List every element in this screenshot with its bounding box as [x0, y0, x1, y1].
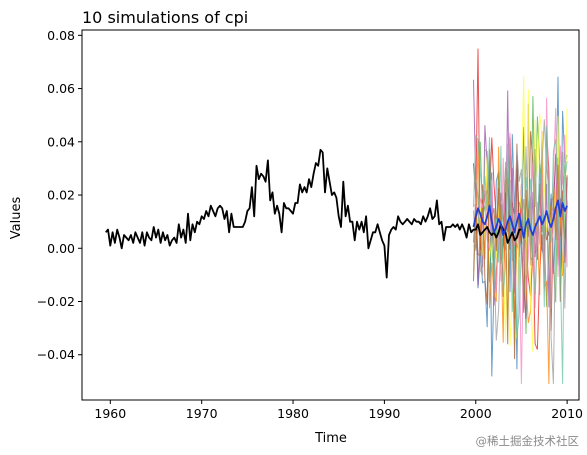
- y-tick-label-0.02: 0.02: [47, 188, 75, 203]
- x-tick-label-2010: 2010: [551, 406, 583, 421]
- x-tick-label-2000: 2000: [460, 406, 492, 421]
- simulation-line-9: [473, 119, 568, 385]
- watermark-text: @稀土掘金技术社区: [476, 434, 580, 448]
- y-tick-label-0.06: 0.06: [47, 81, 75, 96]
- y-axis: −0.04 −0.02 0.00 0.02 0.04 0.06 0.08: [37, 28, 82, 362]
- x-tick-label-1980: 1980: [277, 406, 309, 421]
- y-tick-label-0.04: 0.04: [47, 134, 75, 149]
- history-line: [105, 148, 522, 279]
- simulation-line-7: [473, 131, 568, 360]
- y-tick-label--0.02: −0.02: [37, 294, 75, 309]
- x-tick-label-1990: 1990: [368, 406, 400, 421]
- y-tick-label--0.04: −0.04: [37, 347, 75, 362]
- simulation-line-8: [473, 97, 568, 385]
- x-axis-label: Time: [314, 431, 347, 446]
- plot-area: [105, 48, 568, 385]
- x-tick-label-1970: 1970: [186, 406, 218, 421]
- y-tick-label-0: 0.00: [47, 241, 75, 256]
- x-axis: 1960 1970 1980 1990 2000 2010: [94, 400, 583, 421]
- y-axis-label: Values: [9, 197, 24, 240]
- x-tick-label-1960: 1960: [94, 406, 126, 421]
- y-tick-label-0.08: 0.08: [47, 28, 75, 43]
- chart-title: 10 simulations of cpi: [82, 8, 248, 27]
- mean-simulation-line: [472, 199, 568, 239]
- plot-frame: [81, 29, 580, 401]
